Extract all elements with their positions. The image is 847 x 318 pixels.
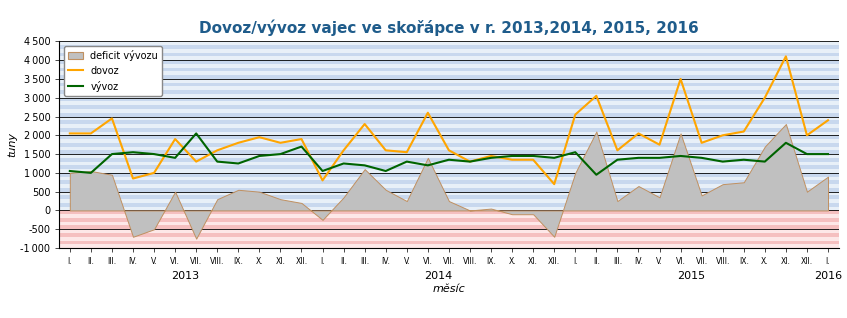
Bar <box>59 109 839 113</box>
Bar <box>59 105 839 109</box>
Bar <box>59 176 839 180</box>
Bar <box>59 41 839 45</box>
Bar <box>59 154 839 158</box>
Bar <box>59 196 839 199</box>
Bar <box>59 233 839 237</box>
Bar <box>59 165 839 169</box>
Bar <box>59 135 839 139</box>
Bar <box>59 90 839 94</box>
Bar <box>59 116 839 120</box>
Bar <box>59 52 839 56</box>
Bar <box>59 184 839 188</box>
Bar <box>59 79 839 83</box>
Bar <box>59 162 839 165</box>
Bar <box>59 240 839 244</box>
Bar <box>59 124 839 128</box>
Bar <box>59 199 839 203</box>
Bar <box>59 98 839 101</box>
Text: 2015: 2015 <box>677 271 706 280</box>
Bar <box>59 225 839 229</box>
Bar <box>59 173 839 176</box>
Bar <box>59 229 839 233</box>
Bar <box>59 128 839 132</box>
Bar <box>59 192 839 196</box>
Text: měsíc: měsíc <box>433 285 465 294</box>
Bar <box>59 180 839 184</box>
Bar <box>59 139 839 143</box>
Bar <box>59 120 839 124</box>
Bar <box>59 49 839 52</box>
Bar <box>59 132 839 135</box>
Bar <box>59 83 839 86</box>
Bar <box>59 222 839 225</box>
Bar <box>59 60 839 64</box>
Bar <box>59 169 839 173</box>
Bar <box>59 244 839 248</box>
Text: 2016: 2016 <box>814 271 842 280</box>
Bar <box>59 147 839 150</box>
Bar <box>59 68 839 72</box>
Bar <box>59 237 839 240</box>
Bar <box>59 207 839 211</box>
Text: 2014: 2014 <box>424 271 452 280</box>
Bar <box>59 113 839 116</box>
Bar <box>59 56 839 60</box>
Bar <box>59 75 839 79</box>
Bar <box>59 101 839 105</box>
Bar <box>59 218 839 222</box>
Bar <box>59 158 839 162</box>
Bar <box>59 94 839 98</box>
Bar <box>59 203 839 207</box>
Bar <box>59 86 839 90</box>
Bar <box>59 150 839 154</box>
Bar <box>59 188 839 192</box>
Bar <box>59 214 839 218</box>
Bar <box>59 211 839 214</box>
Bar <box>59 64 839 68</box>
Y-axis label: tuny: tuny <box>8 132 18 157</box>
Legend: deficit vývozu, dovoz, vývoz: deficit vývozu, dovoz, vývoz <box>64 46 162 96</box>
Title: Dovoz/vývoz vajec ve skořápce v r. 2013,2014, 2015, 2016: Dovoz/vývoz vajec ve skořápce v r. 2013,… <box>199 19 699 36</box>
Bar <box>59 143 839 147</box>
Bar <box>59 72 839 75</box>
Bar <box>59 45 839 49</box>
Text: 2013: 2013 <box>172 271 200 280</box>
